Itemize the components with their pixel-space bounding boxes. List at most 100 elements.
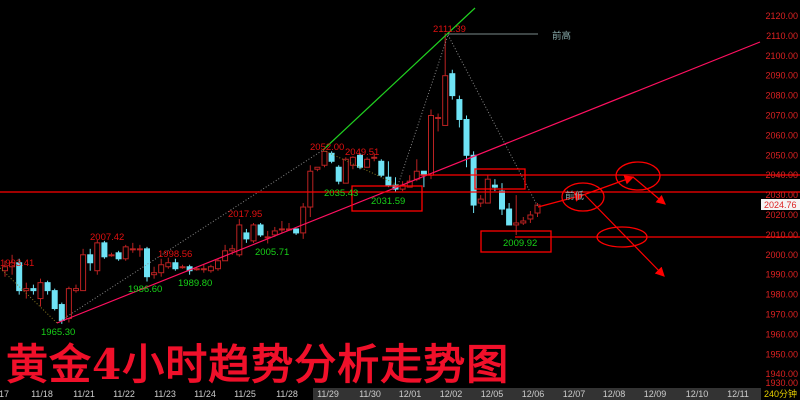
candle-body: [172, 262, 179, 270]
x-tick-label: 12/07: [563, 389, 586, 399]
y-tick-label: 1990.00: [765, 270, 798, 280]
candle-body: [357, 154, 363, 168]
y-tick-label: 1940.00: [765, 369, 798, 379]
target-ellipse: [615, 161, 661, 191]
y-tick-label: 2010.00: [765, 230, 798, 240]
y-tick-label: 2120.00: [765, 11, 798, 21]
candle-body: [293, 228, 300, 234]
candle-body: [58, 304, 65, 321]
candle-body: [449, 73, 456, 97]
candle-body: [335, 166, 342, 182]
target-ellipse: [561, 182, 605, 212]
target-ellipse: [596, 226, 648, 248]
y-tick-label: 2060.00: [765, 130, 798, 140]
candle-body: [243, 232, 250, 240]
candle-body: [456, 99, 463, 120]
x-tick-label: 11/21: [73, 389, 95, 399]
x-tick-label: 17: [0, 389, 9, 399]
x-tick-label: 11/22: [113, 389, 135, 399]
low-price-label: 2031.59: [371, 196, 405, 207]
green-trend-line: [322, 7, 476, 151]
candle-body: [364, 158, 371, 168]
candle-body: [144, 248, 150, 278]
high-price-label: 2007.42: [90, 232, 124, 243]
x-tick-label: 12/11: [727, 389, 749, 399]
y-tick-label: 1980.00: [765, 290, 798, 300]
trend-lines: [0, 7, 800, 324]
low-price-label: 1965.30: [41, 327, 75, 338]
y-tick-label: 2080.00: [765, 91, 798, 101]
candle-body: [165, 262, 172, 268]
candle-body: [158, 264, 165, 274]
candle-body: [321, 150, 328, 166]
candle-body: [271, 230, 278, 236]
x-tick-label: 11/29: [317, 389, 339, 399]
price-axis: 2120.00 2110.00 2100.00 2090.00 2080.00 2070.…: [765, 11, 798, 388]
high-price-label: 1998.56: [158, 249, 192, 260]
x-tick-label: 11/25: [234, 389, 256, 399]
candle-body: [307, 170, 314, 208]
highlight-box: [480, 230, 552, 253]
candle-body: [371, 156, 378, 159]
current-price: 2024.76: [764, 200, 797, 210]
candle-body: [300, 206, 307, 234]
candle-body: [30, 288, 37, 292]
candle-body: [207, 266, 214, 272]
candle-body: [87, 254, 94, 264]
candle-body: [236, 224, 243, 256]
x-tick-label: 12/05: [481, 389, 504, 399]
candle-body: [328, 152, 335, 162]
forecast-arrow: [582, 175, 635, 196]
price-labels: 1993.41 2007.42 1998.56 2017.95 2052.00 2049.…: [0, 24, 537, 338]
candle-body: [9, 262, 16, 268]
y-tick-label: 1930.00: [765, 378, 798, 388]
candle-body: [342, 158, 349, 184]
candle-body: [44, 282, 51, 292]
candle-body: [23, 288, 30, 292]
candle-body: [94, 242, 101, 272]
candle-body: [278, 228, 285, 231]
candle-body: [65, 288, 72, 319]
high-price-label: 2052.00: [310, 142, 344, 153]
highlight-box: [474, 168, 526, 190]
y-tick-label: 1960.00: [765, 329, 798, 339]
candle-body: [80, 254, 87, 292]
candle-body: [406, 180, 413, 188]
prev-low-label: 前低: [565, 190, 585, 202]
timeframe-label[interactable]: 240分钟: [764, 388, 797, 399]
y-tick-label: 2100.00: [765, 51, 798, 61]
x-tick-label: 12/08: [603, 389, 626, 399]
candle-body: [506, 208, 513, 226]
dotted-zigzag: [397, 34, 449, 186]
y-tick-label: 1950.00: [765, 349, 798, 359]
candle-body: [37, 282, 44, 300]
candle-body: [200, 268, 207, 271]
high-price-label: 1993.41: [0, 258, 34, 269]
candle-body: [463, 118, 470, 156]
y-tick-label: 2040.00: [765, 170, 798, 180]
candle-body: [115, 252, 122, 260]
candle-body: [470, 154, 477, 206]
x-tick-label: 11/30: [359, 389, 381, 399]
candle-body: [428, 115, 434, 176]
candle-body: [378, 160, 385, 176]
candle-body: [136, 248, 143, 251]
high-price-label: 2111.39: [433, 24, 466, 35]
y-tick-label: 2030.00: [765, 190, 798, 200]
y-tick-label: 2020.00: [765, 210, 798, 220]
current-price-tag: [761, 199, 800, 210]
x-tick-label: 12/06: [522, 389, 545, 399]
dotted-zigzag: [56, 149, 324, 324]
time-axis-highlight: [313, 388, 761, 400]
low-price-label: 2005.71: [255, 247, 289, 258]
y-tick-label: 2070.00: [765, 111, 798, 121]
candle-body: [513, 222, 520, 226]
candle-body: [527, 214, 534, 220]
x-tick-label: 12/01: [399, 389, 422, 399]
x-tick-label: 11/24: [194, 389, 216, 399]
candle-body: [499, 190, 505, 210]
candle-body: [349, 156, 356, 166]
high-price-label: 2017.95: [228, 209, 262, 220]
